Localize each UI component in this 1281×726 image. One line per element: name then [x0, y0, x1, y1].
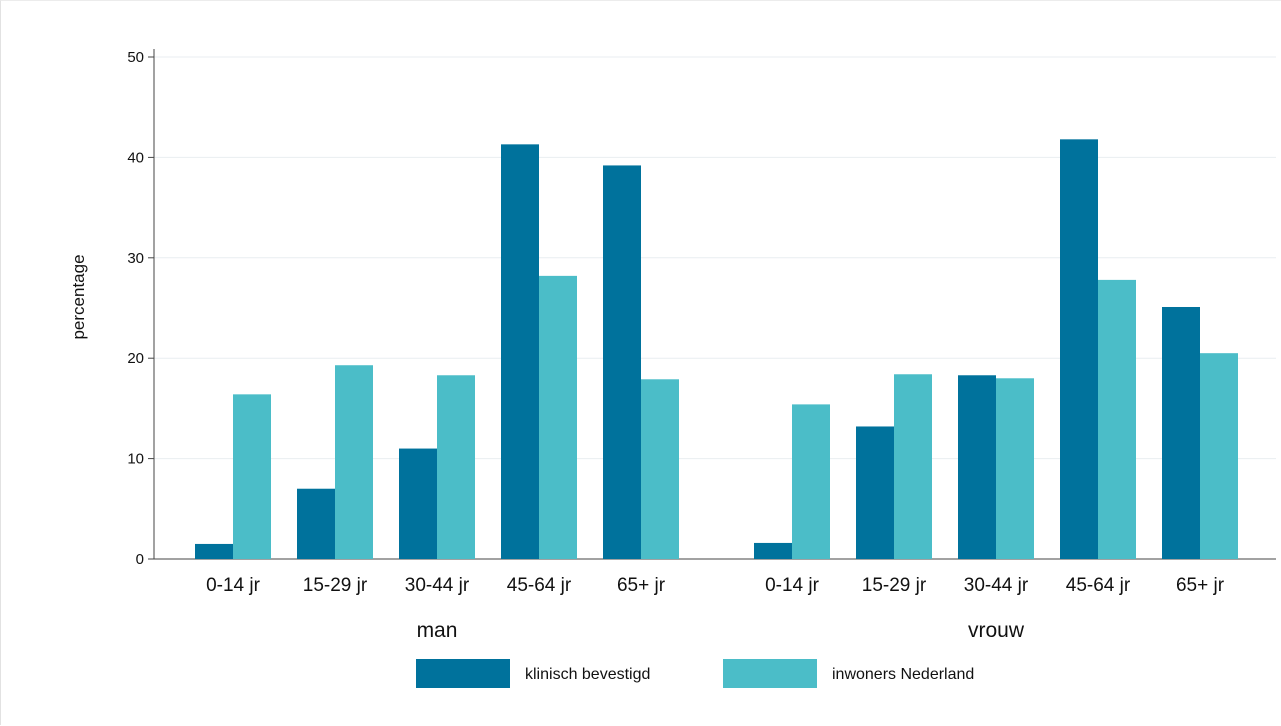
y-tick-label: 30	[127, 250, 144, 267]
bar	[1200, 353, 1238, 559]
bar	[335, 365, 373, 559]
bar	[603, 165, 641, 559]
bar	[754, 542, 792, 559]
legend-label: inwoners Nederland	[832, 666, 974, 683]
bar	[539, 275, 577, 559]
group-label: vrouw	[968, 619, 1025, 642]
legend-swatch	[723, 659, 817, 688]
y-tick-label: 20	[127, 350, 144, 367]
category-label: 30-44 jr	[405, 575, 470, 596]
y-tick-label: 40	[127, 149, 144, 166]
category-label: 65+ jr	[617, 575, 666, 596]
bar	[894, 374, 932, 559]
category-label: 65+ jr	[1176, 575, 1225, 596]
bars	[195, 139, 1238, 559]
legend: klinisch bevestigd inwoners Nederland	[416, 659, 974, 688]
bar	[958, 375, 996, 559]
group-label: man	[417, 619, 458, 642]
bar	[856, 426, 894, 559]
bar	[233, 394, 271, 559]
bar	[297, 488, 335, 559]
y-tick-label: 0	[136, 551, 144, 568]
bar	[195, 543, 233, 559]
bar	[996, 378, 1034, 559]
legend-label: klinisch bevestigd	[525, 666, 650, 683]
bar	[641, 379, 679, 559]
category-label: 30-44 jr	[964, 575, 1029, 596]
category-label: 0-14 jr	[206, 575, 261, 596]
category-label: 15-29 jr	[862, 575, 927, 596]
y-axis-title: percentage	[69, 254, 88, 339]
y-tick-label: 10	[127, 451, 144, 468]
category-labels: 0-14 jr 15-29 jr 30-44 jr 45-64 jr 65+ jr man…	[206, 575, 1225, 642]
bar	[1060, 139, 1098, 559]
bar	[437, 375, 475, 559]
bar	[1098, 279, 1136, 559]
bar	[792, 404, 830, 559]
category-label: 45-64 jr	[507, 575, 572, 596]
bar	[501, 144, 539, 559]
category-label: 45-64 jr	[1066, 575, 1131, 596]
bar	[1162, 306, 1200, 559]
category-label: 15-29 jr	[303, 575, 368, 596]
y-tick-label: 50	[127, 49, 144, 66]
legend-swatch	[416, 659, 510, 688]
category-label: 0-14 jr	[765, 575, 820, 596]
bar	[399, 448, 437, 559]
